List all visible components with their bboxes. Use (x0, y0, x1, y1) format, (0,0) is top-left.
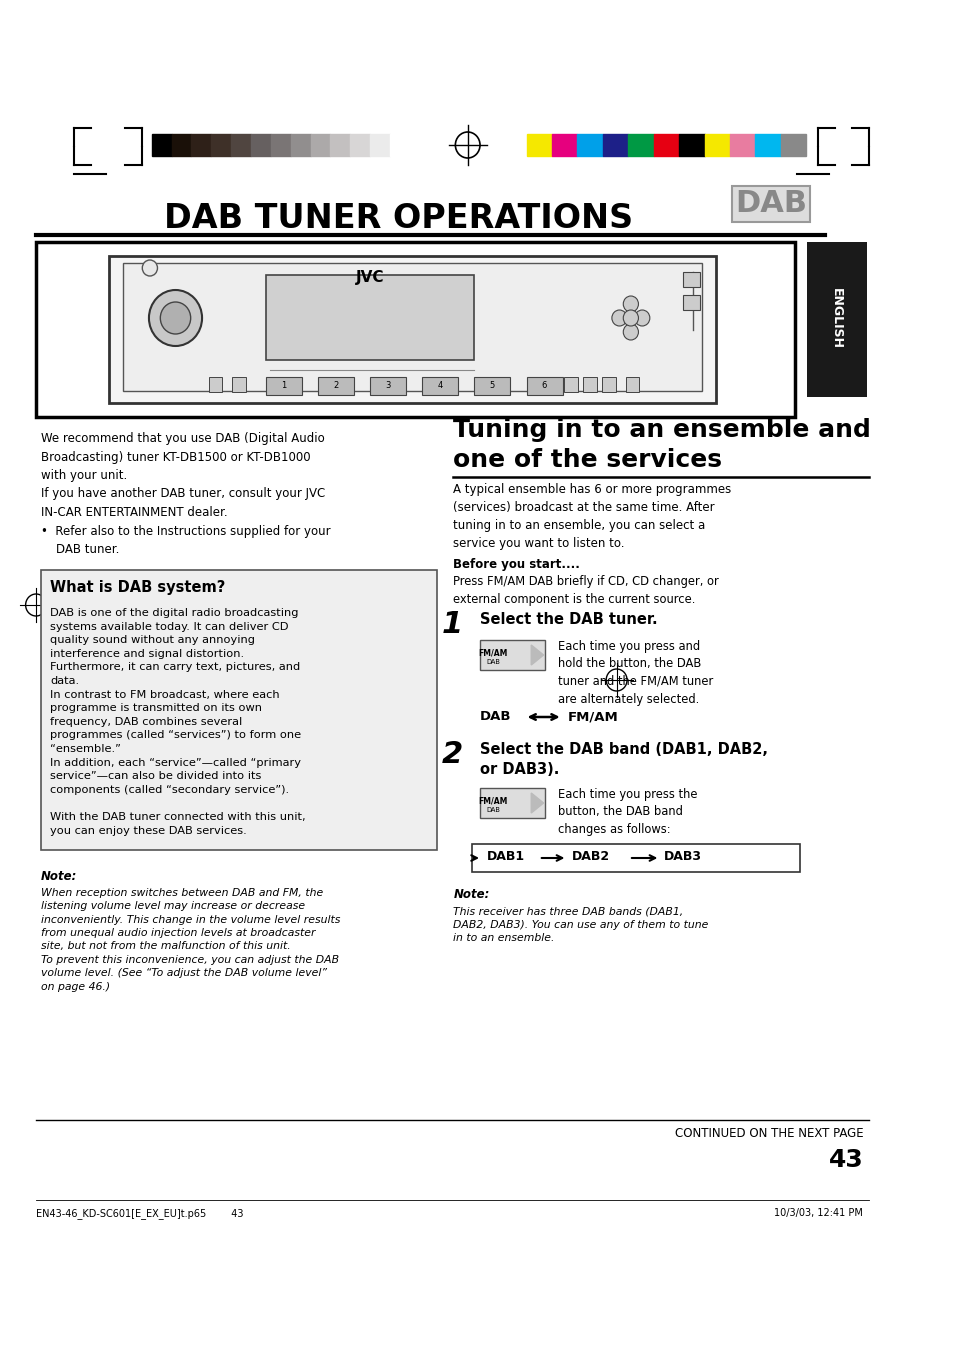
Text: CONTINUED ON THE NEXT PAGE: CONTINUED ON THE NEXT PAGE (674, 1127, 862, 1140)
Bar (479, 640, 544, 670)
Circle shape (622, 324, 638, 340)
Bar (311, 134, 330, 155)
Circle shape (142, 259, 157, 276)
Text: Each time you press the
button, the DAB band
changes as follows:: Each time you press the button, the DAB … (558, 788, 697, 836)
Bar (679, 134, 704, 155)
Text: Before you start....: Before you start.... (453, 558, 579, 571)
Bar (602, 134, 628, 155)
Text: 2: 2 (441, 740, 463, 769)
Text: FM/AM: FM/AM (478, 796, 507, 805)
Bar (682, 295, 700, 309)
Text: Note:: Note: (41, 870, 77, 884)
Bar (729, 134, 755, 155)
Bar (526, 134, 552, 155)
Bar (390, 134, 410, 155)
Text: DAB: DAB (479, 711, 511, 723)
Bar (109, 255, 716, 403)
Text: 43: 43 (827, 1148, 862, 1173)
Bar (251, 134, 271, 155)
Text: 5: 5 (489, 381, 495, 390)
Bar (172, 134, 192, 155)
Text: ENGLISH: ENGLISH (829, 289, 842, 350)
Bar (123, 263, 701, 390)
Text: This receiver has three DAB bands (DAB1,
DAB2, DAB3). You can use any of them to: This receiver has three DAB bands (DAB1,… (453, 907, 708, 943)
Text: A typical ensemble has 6 or more programmes
(services) broadcast at the same tim: A typical ensemble has 6 or more program… (453, 484, 731, 550)
Text: DAB: DAB (486, 807, 499, 813)
Bar (653, 134, 679, 155)
Bar (192, 134, 212, 155)
Text: EN43-46_KD-SC601[E_EX_EU]t.p65        43: EN43-46_KD-SC601[E_EX_EU]t.p65 43 (36, 1208, 243, 1219)
Bar (474, 377, 510, 394)
Bar (265, 377, 301, 394)
Bar (370, 377, 406, 394)
Bar (350, 134, 370, 155)
Bar (577, 134, 602, 155)
Circle shape (634, 309, 649, 326)
Text: DAB3: DAB3 (663, 850, 701, 863)
Bar (291, 134, 311, 155)
Bar (755, 134, 781, 155)
Bar (209, 377, 222, 392)
Text: DAB: DAB (486, 659, 499, 665)
Bar (36, 242, 794, 417)
Bar (628, 134, 653, 155)
Text: 1: 1 (281, 381, 286, 390)
Bar (601, 377, 615, 392)
Text: one of the services: one of the services (453, 449, 721, 471)
Bar (526, 377, 562, 394)
Bar (583, 377, 596, 392)
Text: 3: 3 (385, 381, 391, 390)
Text: FM/AM: FM/AM (567, 711, 618, 723)
Bar (552, 134, 577, 155)
Text: DAB: DAB (735, 189, 806, 219)
Circle shape (622, 309, 638, 326)
Bar (271, 134, 291, 155)
Circle shape (622, 296, 638, 312)
Bar (317, 377, 354, 394)
Text: 4: 4 (437, 381, 442, 390)
Text: Select the DAB tuner.: Select the DAB tuner. (479, 612, 657, 627)
Bar (806, 242, 866, 397)
Text: DAB1: DAB1 (486, 850, 524, 863)
Bar (704, 134, 729, 155)
Text: DAB2: DAB2 (572, 850, 610, 863)
Text: Press FM/AM DAB briefly if CD, CD changer, or
external component is the current : Press FM/AM DAB briefly if CD, CD change… (453, 576, 719, 605)
Text: 1: 1 (441, 611, 463, 639)
Bar (233, 377, 246, 392)
Circle shape (149, 290, 202, 346)
Text: Tuning in to an ensemble and: Tuning in to an ensemble and (453, 417, 870, 442)
Bar (370, 134, 390, 155)
Text: DAB is one of the digital radio broadcasting
systems available today. It can del: DAB is one of the digital radio broadcas… (51, 608, 306, 836)
Bar (41, 570, 436, 850)
Text: 2: 2 (333, 381, 338, 390)
Text: Select the DAB band (DAB1, DAB2,: Select the DAB band (DAB1, DAB2, (479, 742, 767, 757)
Bar (564, 377, 578, 392)
Text: JVC: JVC (355, 270, 384, 285)
Bar (330, 134, 350, 155)
Text: Each time you press and
hold the button, the DAB
tuner and the FM/AM tuner
are a: Each time you press and hold the button,… (558, 640, 712, 705)
Bar (422, 377, 457, 394)
Bar (479, 788, 544, 817)
Bar (781, 134, 805, 155)
Text: 10/3/03, 12:41 PM: 10/3/03, 12:41 PM (774, 1208, 862, 1219)
Text: FM/AM: FM/AM (478, 648, 507, 657)
Text: Note:: Note: (453, 888, 489, 901)
Text: When reception switches between DAB and FM, the
listening volume level may incre: When reception switches between DAB and … (41, 888, 340, 992)
Circle shape (160, 303, 191, 334)
Bar (472, 844, 799, 871)
Bar (231, 134, 251, 155)
Text: We recommend that you use DAB (Digital Audio
Broadcasting) tuner KT-DB1500 or KT: We recommend that you use DAB (Digital A… (41, 432, 330, 557)
Polygon shape (531, 793, 543, 813)
Bar (265, 276, 474, 359)
Circle shape (611, 309, 626, 326)
Bar (152, 134, 172, 155)
Text: DAB TUNER OPERATIONS: DAB TUNER OPERATIONS (164, 201, 633, 235)
Text: or DAB3).: or DAB3). (479, 762, 558, 777)
Bar (625, 377, 639, 392)
Text: 6: 6 (541, 381, 547, 390)
Polygon shape (531, 644, 543, 665)
Text: What is DAB system?: What is DAB system? (51, 580, 226, 594)
Bar (682, 272, 700, 286)
Bar (212, 134, 231, 155)
